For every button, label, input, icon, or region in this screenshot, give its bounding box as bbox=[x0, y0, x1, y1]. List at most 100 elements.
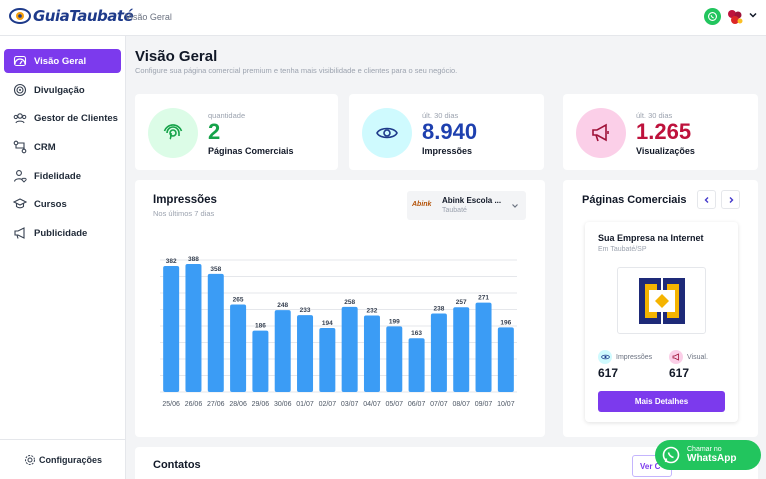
sidebar-item-gestor-de-clientes[interactable]: Gestor de Clientes bbox=[4, 106, 121, 130]
x-tick-label: 03/07 bbox=[341, 401, 359, 408]
views-metric-value: 617 bbox=[669, 366, 690, 380]
business-city: Taubaté bbox=[442, 207, 467, 214]
users-icon bbox=[13, 113, 27, 124]
chart-bar[interactable] bbox=[297, 315, 314, 392]
business-logo: Abink bbox=[412, 201, 432, 208]
x-tick-label: 27/06 bbox=[207, 401, 225, 408]
sidebar-item-divulgacao[interactable]: Divulgação bbox=[4, 78, 121, 102]
business-select[interactable]: Abink Abink Escola ... Taubaté bbox=[407, 191, 526, 220]
sidebar-item-crm[interactable]: CRM bbox=[4, 135, 121, 159]
business-name: Sua Empresa na Internet bbox=[598, 233, 704, 243]
stat-label: Impressões bbox=[422, 146, 473, 156]
whatsapp-line2: WhatsApp bbox=[687, 453, 737, 464]
chart-bar[interactable] bbox=[430, 313, 447, 392]
avatar[interactable] bbox=[725, 7, 745, 27]
sidebar: Visão Geral Divulgação Gestor de Cliente… bbox=[0, 36, 126, 479]
bar-value-label: 194 bbox=[322, 320, 333, 327]
stat-caption: últ. 30 dias bbox=[422, 111, 459, 120]
bar-value-label: 358 bbox=[210, 266, 221, 273]
x-tick-label: 06/07 bbox=[408, 401, 426, 408]
stat-card-views: últ. 30 dias 1.265 Visualizações bbox=[563, 94, 758, 170]
chevron-down-icon[interactable] bbox=[748, 10, 758, 20]
page-subtitle: Configure sua página comercial premium e… bbox=[135, 66, 458, 75]
megaphone-icon bbox=[669, 350, 683, 364]
business-logo bbox=[617, 267, 706, 334]
sidebar-item-publicidade[interactable]: Publicidade bbox=[4, 221, 121, 245]
chart-bar[interactable] bbox=[453, 307, 470, 392]
bar-value-label: 163 bbox=[411, 330, 422, 337]
x-tick-label: 02/07 bbox=[319, 401, 337, 408]
chart-bar[interactable] bbox=[274, 310, 291, 392]
contacts-title: Contatos bbox=[153, 459, 201, 471]
fingerprint-icon bbox=[148, 108, 198, 158]
chart-bar[interactable] bbox=[230, 304, 247, 392]
flow-icon bbox=[13, 140, 27, 154]
chart-bar[interactable] bbox=[252, 330, 269, 392]
chart-bar[interactable] bbox=[363, 315, 380, 392]
breadcrumb: Visão Geral bbox=[125, 12, 172, 22]
x-tick-label: 07/07 bbox=[430, 401, 448, 408]
commercial-pages-card: Páginas Comerciais Sua Empresa na Intern… bbox=[563, 180, 758, 437]
bar-value-label: 382 bbox=[166, 258, 177, 265]
sidebar-item-label: CRM bbox=[34, 141, 56, 153]
graduation-cap-icon bbox=[13, 198, 27, 209]
more-details-button[interactable]: Mais Detalhes bbox=[598, 391, 725, 412]
business-city: Em Taubaté/SP bbox=[598, 246, 647, 253]
x-tick-label: 25/06 bbox=[162, 401, 180, 408]
sidebar-item-label: Visão Geral bbox=[34, 55, 87, 67]
metric-label: Impressões bbox=[616, 353, 653, 361]
chart-bar[interactable] bbox=[319, 327, 336, 392]
stat-card-pages: quantidade 2 Páginas Comerciais bbox=[135, 94, 338, 170]
eye-logo-icon bbox=[9, 8, 31, 24]
whatsapp-chat-button[interactable]: Chamar no WhatsApp bbox=[655, 440, 761, 470]
stat-caption: quantidade bbox=[208, 111, 246, 120]
chart-bar[interactable] bbox=[386, 326, 403, 392]
stat-value: 8.940 bbox=[422, 119, 478, 144]
whatsapp-icon[interactable] bbox=[704, 8, 721, 25]
next-button[interactable] bbox=[721, 190, 740, 209]
chart-bar[interactable] bbox=[185, 263, 202, 392]
x-tick-label: 10/07 bbox=[497, 401, 515, 408]
bar-value-label: 388 bbox=[188, 256, 199, 263]
sidebar-item-label: Fidelidade bbox=[34, 170, 81, 182]
sidebar-item-fidelidade[interactable]: Fidelidade bbox=[4, 164, 121, 188]
dashboard-icon bbox=[13, 55, 27, 67]
x-tick-label: 01/07 bbox=[296, 401, 314, 408]
x-tick-label: 30/06 bbox=[274, 401, 292, 408]
top-bar: GuiaTaubaté Visão Geral bbox=[0, 0, 766, 36]
impressions-metric-value: 617 bbox=[598, 366, 619, 380]
brand-logo[interactable]: GuiaTaubaté bbox=[9, 7, 134, 25]
settings-label: Configurações bbox=[38, 454, 102, 465]
sidebar-item-visao-geral[interactable]: Visão Geral bbox=[4, 49, 121, 73]
metric-label: Visual. bbox=[687, 353, 708, 361]
chart-bar[interactable] bbox=[341, 306, 358, 392]
megaphone-icon bbox=[576, 108, 626, 158]
x-tick-label: 09/07 bbox=[475, 401, 493, 408]
x-tick-label: 08/07 bbox=[452, 401, 470, 408]
bar-value-label: 196 bbox=[500, 319, 511, 326]
chevron-right-icon bbox=[729, 196, 733, 203]
sidebar-item-cursos[interactable]: Cursos bbox=[4, 192, 121, 216]
megaphone-icon bbox=[14, 227, 25, 239]
chart-bar[interactable] bbox=[475, 302, 492, 392]
commercial-page-card[interactable]: Sua Empresa na Internet Em Taubaté/SP Im… bbox=[585, 222, 738, 422]
chevron-down-icon bbox=[512, 204, 518, 208]
chart-bar[interactable] bbox=[163, 265, 180, 392]
sidebar-item-label: Gestor de Clientes bbox=[34, 112, 118, 124]
whatsapp-icon bbox=[662, 446, 680, 464]
prev-button[interactable] bbox=[697, 190, 716, 209]
chart-title: Impressões bbox=[153, 194, 217, 206]
brand-name: GuiaTaubaté bbox=[33, 7, 134, 25]
eye-icon bbox=[598, 350, 612, 364]
chart-bar[interactable] bbox=[207, 273, 224, 392]
bar-value-label: 199 bbox=[389, 318, 400, 325]
chart-bar[interactable] bbox=[497, 327, 514, 392]
settings-link[interactable]: Configurações bbox=[0, 439, 126, 479]
views-metric-label: Visual. bbox=[669, 350, 708, 364]
x-tick-label: 29/06 bbox=[252, 401, 270, 408]
gear-icon bbox=[24, 454, 35, 465]
chart-bar[interactable] bbox=[408, 338, 425, 392]
stat-card-impressions: últ. 30 dias 8.940 Impressões bbox=[349, 94, 544, 170]
business-name: Abink Escola ... bbox=[442, 196, 502, 205]
sidebar-item-label: Cursos bbox=[34, 198, 67, 210]
